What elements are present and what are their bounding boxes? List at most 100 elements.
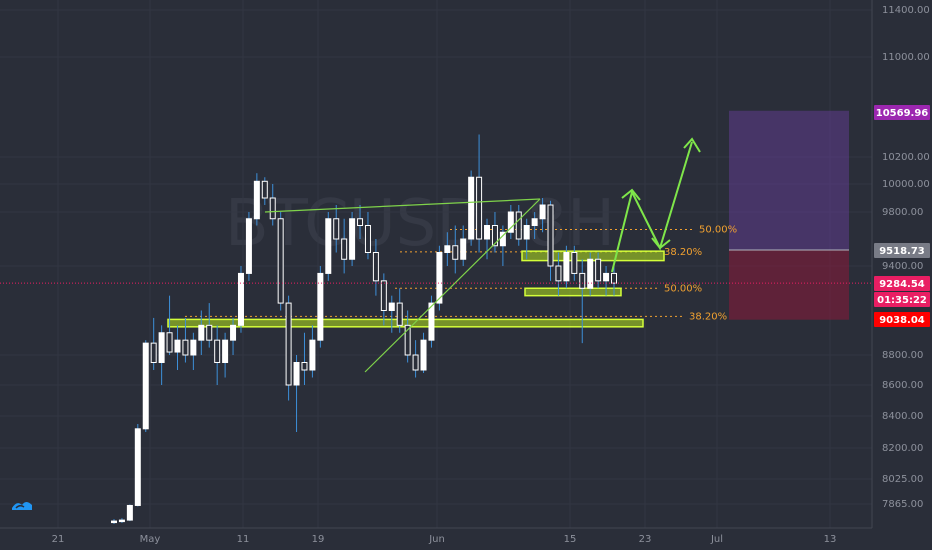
candle-body [182,339,189,356]
candle-body [507,211,514,233]
candle-body [190,339,197,356]
candle-body [142,342,149,430]
candle-body [357,218,364,226]
candle-body [317,272,324,341]
projection-path [611,141,693,273]
fib-label: 50.00% [699,225,737,236]
candle-body [436,252,443,304]
candle-body [491,225,498,247]
candle-body [174,339,181,353]
candle-body [595,258,602,282]
price-badge-label: 10569.96 [876,108,929,119]
projection-arrow [611,137,701,273]
candle-body [245,218,252,274]
candle-body [523,225,530,240]
candle-body [460,238,467,260]
candle-body [206,324,213,341]
y-tick-label: 8600.00 [882,380,923,391]
price-badge [874,243,930,258]
candle-body [214,339,221,363]
y-tick-label: 11400.00 [882,5,930,16]
candle-body [230,324,237,341]
y-tick-label: 7865.00 [882,499,923,510]
candle-body [118,519,125,523]
y-tick-label: 9800.00 [882,207,923,218]
candle-body [587,258,594,289]
candle-body [253,180,260,220]
candle-body [111,520,117,524]
fib-label: 38.20% [689,311,727,322]
x-tick-label: 13 [824,534,837,545]
candle-body [388,302,395,312]
candle-body [166,332,173,353]
y-tick-label: 8025.00 [882,474,923,485]
y-axis-ticks: 11400.00 11000.00 10200.00 10000.00 9800.00 9… [882,5,930,510]
candle-body [412,354,419,371]
x-tick-label: Jun [428,534,445,545]
trend-lines [264,198,541,373]
x-tick-label: Jul [710,534,723,545]
arrow-head-1 [621,188,641,201]
tradingview-logo-icon[interactable] [12,502,32,510]
y-tick-label: 8800.00 [882,350,923,361]
x-tick-label: 21 [52,534,65,545]
candle-body [420,339,427,371]
candle-body [222,339,229,363]
y-tick-label: 9400.00 [882,261,923,272]
candle-body [555,265,562,282]
candle-body [134,428,141,506]
y-tick-label: 8400.00 [882,411,923,422]
fib-label: 38.20% [664,247,702,258]
price-badges: 10569.96 9518.73 9284.54 01:35:22 9038.04 [874,105,930,327]
x-axis-ticks: 21 May 11 19 Jun 15 23 Jul 13 [52,534,837,545]
price-badge [874,105,930,120]
grid [0,0,872,528]
rising-trend-line [364,198,541,373]
candle-body [237,272,244,326]
candle-body [404,324,411,356]
candle-body [603,272,610,282]
price-badge-label: 9518.73 [879,246,925,257]
x-tick-label: 19 [312,534,325,545]
price-badge [874,312,930,327]
candle-body [468,176,475,240]
candle-body [547,204,554,267]
y-tick-label: 10000.00 [882,179,930,190]
candle-body [515,211,522,240]
candle-body [158,332,165,363]
price-badge [874,292,930,307]
candle-body [611,272,617,284]
candle-body [571,252,578,274]
candle-body [277,218,284,304]
y-axis-panel [872,0,932,550]
x-tick-label: 15 [564,534,577,545]
candle-body [150,342,157,363]
candle-body [261,180,268,199]
candle-body [269,197,276,220]
y-tick-label: 10200.00 [882,152,930,163]
candle-body [325,218,332,274]
candle-body [484,225,491,240]
candle-body [579,272,586,289]
candle-body [476,176,483,240]
candle-body [563,252,570,282]
candle-body [126,504,133,521]
candle-body [452,245,459,260]
candle-body [341,238,348,260]
support-zone-mid [524,287,622,297]
arrow-head-2 [651,237,671,250]
price-badge-label: 9038.04 [879,315,925,326]
candles [111,134,617,524]
y-tick-label: 11000.00 [882,52,930,63]
upper-trend-line [264,198,541,213]
candle-body [301,362,308,371]
candle-body [531,218,538,226]
y-tick-label: 8200.00 [882,443,923,454]
target-zone [729,110,849,250]
candle-body [428,302,435,341]
candle-body [444,245,451,253]
candle-body [539,204,546,220]
x-tick-label: 23 [639,534,652,545]
